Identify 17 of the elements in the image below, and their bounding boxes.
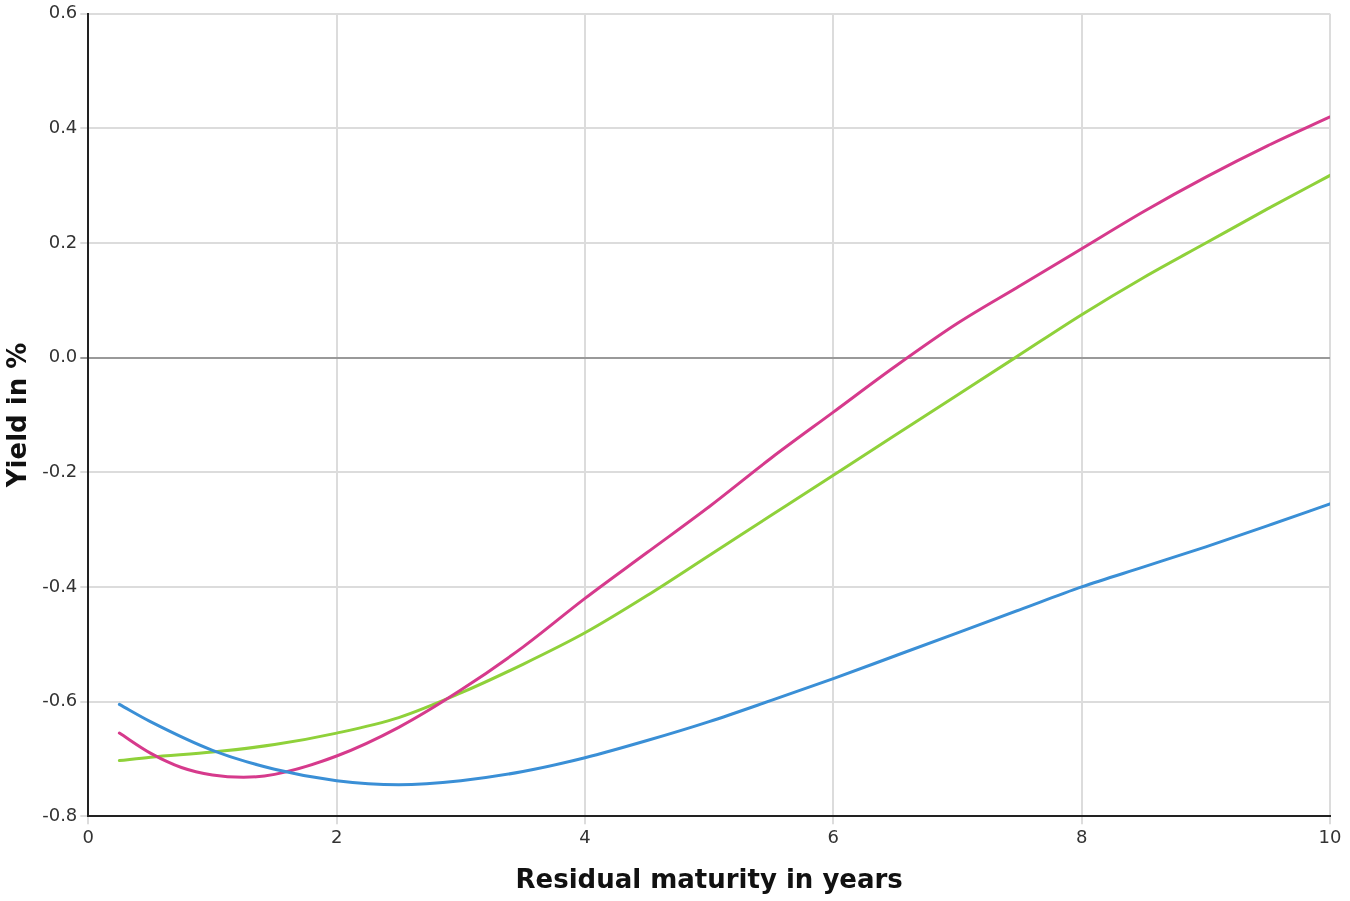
x-tick-label: 4 <box>579 825 591 847</box>
y-tick-label: -0.6 <box>42 689 78 711</box>
x-tick-label: 8 <box>1075 825 1088 847</box>
y-tick-label: -0.2 <box>42 459 78 481</box>
y-tick-label: 0.0 <box>48 345 78 367</box>
y-tick-label: 0.4 <box>48 116 78 138</box>
y-tick-label: 0.6 <box>48 1 78 23</box>
y-tick-label: -0.8 <box>42 803 78 825</box>
x-tick-label: 10 <box>1318 825 1342 847</box>
y-tick-label: 0.2 <box>48 230 78 252</box>
line-series <box>117 502 1330 787</box>
x-tick-label: 0 <box>82 825 95 847</box>
y-tick-label: -0.4 <box>42 574 78 596</box>
y-axis-title: Yield in % <box>2 342 33 489</box>
x-axis-title: Residual maturity in years <box>515 864 903 895</box>
x-tick-label: 2 <box>330 825 343 847</box>
x-tick-label: 6 <box>827 825 840 847</box>
